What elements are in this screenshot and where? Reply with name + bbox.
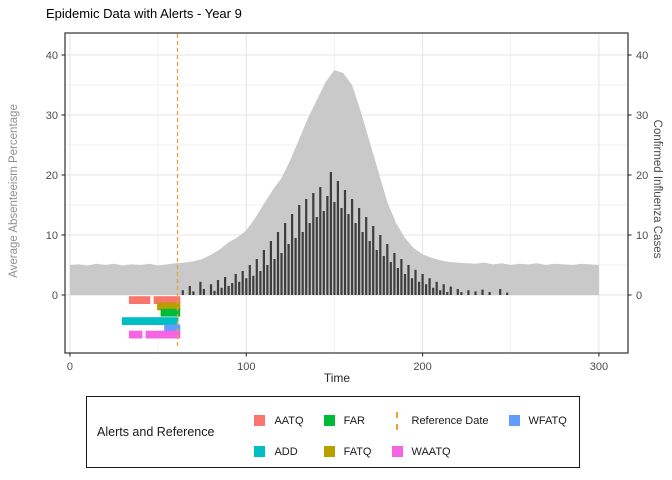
- influenza-bars: [181, 172, 509, 295]
- color-swatch-icon: [254, 412, 266, 430]
- legend-entry-label: FAR: [343, 414, 365, 427]
- chart-title: Epidemic Data with Alerts - Year 9: [46, 6, 242, 21]
- legend-entry-label: WFATQ: [528, 414, 567, 427]
- y-axis-title-left: Average Absenteeism Percentage: [8, 104, 20, 278]
- color-swatch-icon: [391, 443, 403, 461]
- svg-text:20: 20: [46, 170, 58, 182]
- legend-entry-label: WAATQ: [411, 445, 451, 458]
- legend-entry-waatq: WAATQ: [391, 443, 489, 461]
- absenteeism-area: [69, 70, 599, 295]
- legend-entry-fatq: FATQ: [323, 443, 372, 461]
- epidemic-chart: 0 0 10 10 20 20 30 30 40 40 0 100 200 300: [46, 32, 649, 373]
- svg-text:300: 300: [590, 361, 608, 373]
- legend-entry-label: FATQ: [343, 445, 372, 458]
- color-swatch-icon: [254, 443, 266, 461]
- legend: Alerts and Reference AATQ ADD FAR FATQ Refer…: [86, 396, 580, 468]
- alert-row-add: [121, 317, 179, 325]
- legend-entry-aatq: AATQ: [254, 412, 304, 430]
- alert-row-fatq: [157, 302, 181, 311]
- svg-text:10: 10: [46, 230, 58, 242]
- svg-text:0: 0: [52, 290, 58, 302]
- color-swatch-icon: [323, 443, 335, 461]
- svg-text:0: 0: [636, 290, 642, 302]
- svg-text:40: 40: [46, 50, 58, 62]
- tick-labels: 0 0 10 10 20 20 30 30 40 40 0 100 200 300: [46, 50, 649, 373]
- x-axis-title: Time: [323, 371, 351, 385]
- legend-entry-label: Reference Date: [411, 414, 489, 427]
- svg-text:20: 20: [636, 170, 648, 182]
- legend-entry-label: ADD: [274, 445, 298, 458]
- svg-text:10: 10: [636, 230, 648, 242]
- alert-marks: [121, 296, 181, 339]
- legend-entry-label: AATQ: [274, 414, 304, 427]
- svg-text:30: 30: [636, 110, 648, 122]
- reference-date-dashed-line-icon: [392, 411, 403, 430]
- alert-row-wfatq: [164, 324, 181, 333]
- color-swatch-icon: [323, 412, 335, 430]
- svg-text:30: 30: [46, 110, 58, 122]
- alert-row-aatq: [128, 296, 181, 304]
- y-axis-title-right: Confirmed Influenza Cases: [651, 119, 663, 259]
- alert-row-waatq: [128, 330, 181, 339]
- alert-row-far: [160, 308, 181, 317]
- panel-border: [64, 32, 629, 354]
- svg-text:100: 100: [237, 361, 255, 373]
- svg-text:0: 0: [67, 361, 73, 373]
- legend-entry-add: ADD: [254, 443, 303, 461]
- legend-title: Alerts and Reference: [97, 425, 215, 439]
- svg-text:40: 40: [636, 50, 648, 62]
- legend-entry-reference-date: Reference Date: [392, 411, 489, 430]
- color-swatch-icon: [508, 412, 520, 430]
- legend-entry-wfatq: WFATQ: [508, 412, 567, 430]
- svg-text:200: 200: [413, 361, 431, 373]
- legend-entries: AATQ ADD FAR FATQ Reference Date WAATQ WFATQ: [254, 411, 567, 461]
- legend-entry-far: FAR: [323, 412, 372, 430]
- axis-ticks: [61, 54, 632, 357]
